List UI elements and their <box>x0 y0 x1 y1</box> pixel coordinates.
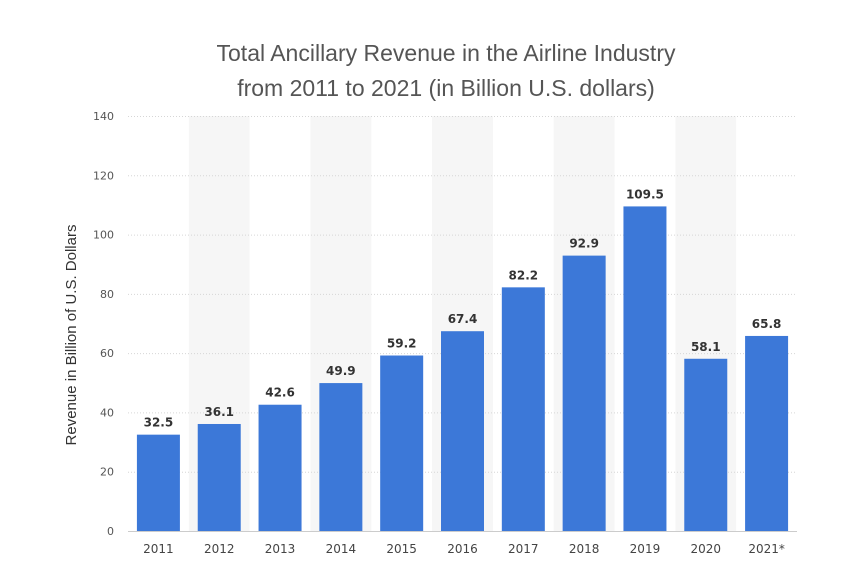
bar <box>623 206 667 531</box>
x-tick-label: 2016 <box>447 542 478 556</box>
data-label: 109.5 <box>626 187 664 201</box>
bars <box>136 206 789 531</box>
x-tick-label: 2012 <box>204 542 235 556</box>
bar <box>441 331 484 531</box>
data-label: 82.2 <box>509 268 539 282</box>
y-tick-label: 80 <box>100 288 114 301</box>
y-tick-label: 100 <box>93 229 114 242</box>
y-axis-ticks: 0 20 40 60 80 100 120 140 <box>93 110 114 538</box>
x-tick-label: 2021* <box>748 542 785 556</box>
data-label: 36.1 <box>204 405 234 419</box>
bar <box>684 358 728 531</box>
bar <box>501 287 545 531</box>
y-tick-label: 40 <box>100 406 114 419</box>
data-label: 42.6 <box>265 386 295 400</box>
data-labels: 32.5 36.1 42.6 49.9 59.2 67.4 82.2 92.9 109.5 58.… <box>144 187 782 429</box>
chart-title-line-2: from 2011 to 2021 (in Billion U.S. dolla… <box>237 75 655 101</box>
x-tick-label: 2011 <box>143 542 174 556</box>
y-tick-label: 0 <box>107 525 114 538</box>
bar <box>197 423 241 531</box>
bar <box>562 255 606 531</box>
x-axis-ticks: 2011 2012 2013 2014 2015 2016 2017 2018 2019 2020… <box>143 542 785 556</box>
bar <box>319 383 363 531</box>
x-tick-label: 2020 <box>690 542 721 556</box>
data-label: 65.8 <box>752 317 782 331</box>
chart-title-line-1: Total Ancillary Revenue in the Airline I… <box>217 40 676 66</box>
data-label: 67.4 <box>448 312 478 326</box>
y-tick-label: 120 <box>93 169 114 182</box>
x-tick-label: 2018 <box>569 542 600 556</box>
y-tick-label: 20 <box>100 466 114 479</box>
x-tick-label: 2013 <box>265 542 296 556</box>
x-tick-label: 2014 <box>326 542 357 556</box>
bar <box>258 404 302 531</box>
data-label: 32.5 <box>144 416 174 430</box>
bar <box>136 434 180 531</box>
bar <box>745 335 789 531</box>
data-label: 49.9 <box>326 364 356 378</box>
x-tick-label: 2015 <box>386 542 417 556</box>
y-axis-label: Revenue in Billion of U.S. Dollars <box>63 225 80 446</box>
x-tick-label: 2017 <box>508 542 539 556</box>
x-tick-label: 2019 <box>630 542 661 556</box>
y-tick-label: 60 <box>100 347 114 360</box>
y-tick-label: 140 <box>93 110 114 123</box>
data-label: 58.1 <box>691 340 721 354</box>
bar <box>380 355 424 531</box>
data-label: 59.2 <box>387 337 417 351</box>
data-label: 92.9 <box>569 237 599 251</box>
